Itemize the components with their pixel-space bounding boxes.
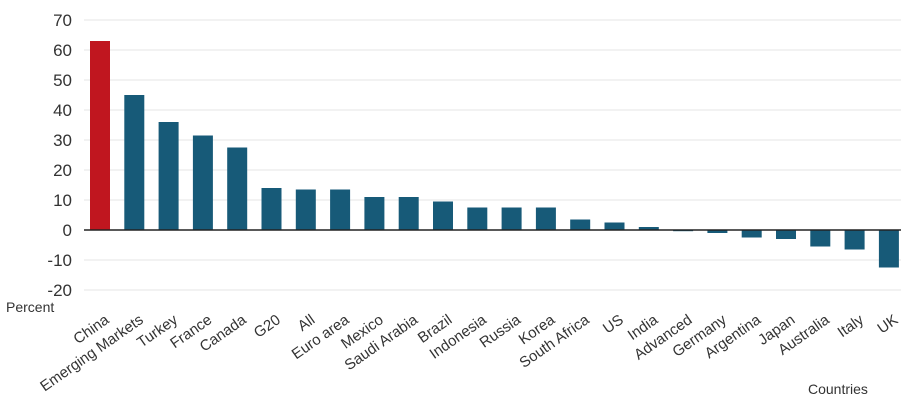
- y-tick-label: -20: [47, 281, 72, 300]
- bar-china: [90, 41, 110, 230]
- bars: [90, 41, 899, 268]
- y-tick-label: 0: [63, 221, 72, 240]
- x-tick-label: Italy: [835, 311, 868, 341]
- bar-mexico: [364, 197, 385, 230]
- grid-lines: [84, 19, 901, 291]
- bar-korea: [535, 207, 556, 230]
- bar-uk: [878, 230, 899, 268]
- x-tick-label: All: [295, 311, 318, 334]
- bar-india: [638, 227, 659, 230]
- bar-euro-area: [330, 189, 351, 230]
- x-tick-label: UK: [874, 311, 901, 337]
- bar-argentina: [741, 230, 762, 238]
- y-tick-label: 60: [53, 41, 72, 60]
- bar-us: [604, 222, 625, 230]
- y-tick-label: 50: [53, 71, 72, 90]
- bar-emerging-markets: [124, 95, 145, 230]
- bar-france: [192, 135, 213, 230]
- x-tick-label: G20: [251, 311, 284, 341]
- y-tick-label: 70: [53, 11, 72, 30]
- bar-russia: [501, 207, 522, 230]
- bar-all: [295, 189, 316, 230]
- y-tick-label: 30: [53, 131, 72, 150]
- bar-canada: [227, 147, 248, 230]
- y-tick-label: 40: [53, 101, 72, 120]
- bar-australia: [810, 230, 831, 247]
- bar-turkey: [158, 122, 179, 230]
- bar-brazil: [433, 201, 453, 230]
- y-axis-ticks: 70 60 50 40 30 20 10 0 -10 -20: [47, 11, 72, 300]
- y-tick-label: 20: [53, 161, 72, 180]
- y-tick-label: 10: [53, 191, 72, 210]
- bar-g20: [261, 188, 282, 230]
- bar-south-africa: [570, 219, 591, 230]
- y-axis-label: Percent: [6, 299, 54, 315]
- bar-italy: [844, 230, 865, 250]
- y-tick-label: -10: [47, 251, 72, 270]
- x-axis-label: Countries: [808, 381, 868, 397]
- x-tick-label: US: [600, 311, 627, 337]
- bar-germany: [707, 230, 728, 233]
- bar-japan: [776, 230, 796, 239]
- bar-saudi-arabia: [398, 197, 419, 230]
- bar-indonesia: [467, 207, 488, 230]
